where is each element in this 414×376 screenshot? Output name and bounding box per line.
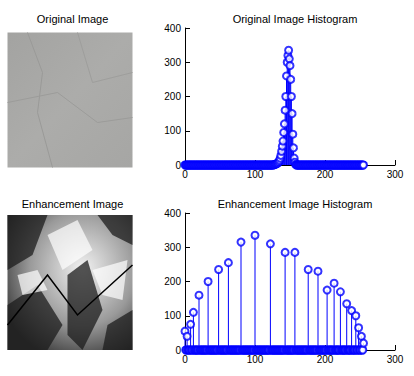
svg-text:100: 100 <box>247 354 264 365</box>
svg-text:Original Image Histogram: Original Image Histogram <box>233 13 358 25</box>
svg-text:0: 0 <box>175 345 181 356</box>
svg-text:100: 100 <box>164 310 181 321</box>
svg-text:0: 0 <box>182 354 188 365</box>
svg-text:200: 200 <box>164 276 181 287</box>
svg-text:300: 300 <box>164 242 181 253</box>
svg-text:0: 0 <box>182 169 188 180</box>
svg-text:200: 200 <box>164 91 181 102</box>
svg-text:200: 200 <box>317 354 334 365</box>
svg-text:300: 300 <box>164 57 181 68</box>
svg-text:100: 100 <box>164 125 181 136</box>
svg-text:300: 300 <box>387 354 404 365</box>
svg-text:400: 400 <box>164 23 181 34</box>
svg-text:Original Image: Original Image <box>37 13 109 25</box>
svg-text:0: 0 <box>175 159 181 171</box>
svg-text:400: 400 <box>164 208 181 219</box>
svg-text:300: 300 <box>387 169 404 180</box>
svg-text:Enhancement Image Histogram: Enhancement Image Histogram <box>218 198 373 210</box>
svg-text:200: 200 <box>317 169 334 180</box>
svg-text:100: 100 <box>247 169 264 180</box>
svg-text:Enhancement Image: Enhancement Image <box>22 198 124 210</box>
